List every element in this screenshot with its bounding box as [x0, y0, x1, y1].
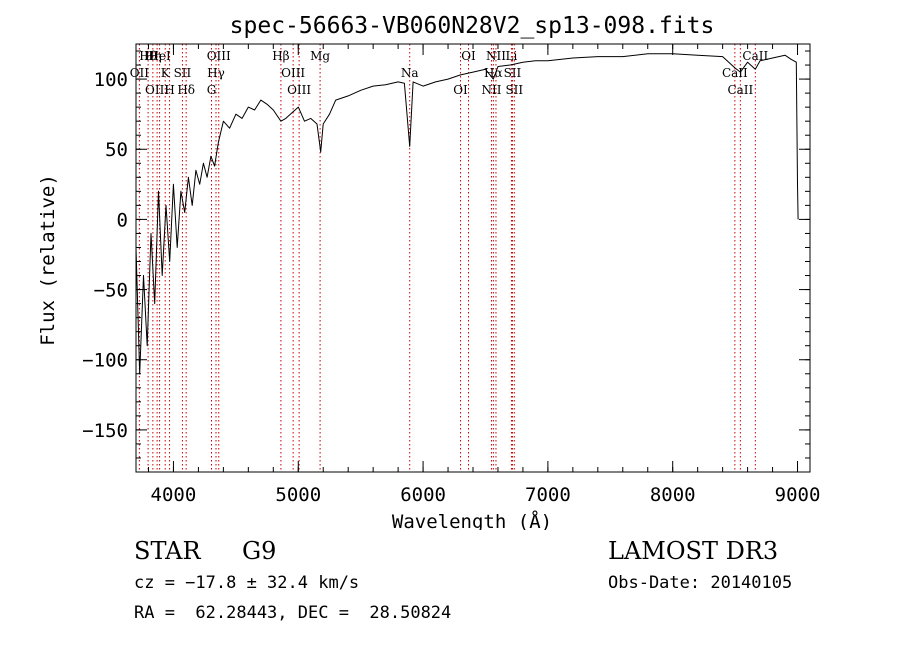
y-tick-label: −100 — [82, 350, 128, 372]
x-tick-label: 7000 — [525, 484, 571, 506]
line-label-3: Hη — [144, 49, 162, 63]
survey-name: LAMOST DR3 — [608, 537, 779, 565]
x-axis-label: Wavelength (Å) — [392, 510, 552, 530]
line-label-6: HeI — [148, 49, 171, 63]
line-label-12: Hβ — [272, 49, 289, 63]
line-label-24: Li — [506, 49, 518, 63]
line-label-23: SII — [505, 83, 523, 97]
chart-title: spec-56663-VB060N28V2_sp13-098.fits — [230, 13, 715, 39]
redshift-velocity: cz = −17.8 ± 32.4 km/s — [134, 573, 360, 593]
line-label-20: NII — [481, 83, 501, 97]
x-tick-label: 5000 — [275, 484, 321, 506]
spectrum-chart: spec-56663-VB060N28V2_sp13-098.fits Hθ OI… — [37, 13, 820, 530]
plot-frame — [135, 43, 811, 473]
line-label-26: CaII — [727, 83, 753, 97]
emission-line-labels: HθOIIOIIIHηKHHeISIIHδOIIIHγGHβOIIIOIIIMg… — [130, 49, 769, 97]
line-label-7: SII — [174, 66, 192, 80]
line-label-10: Hγ — [207, 66, 225, 80]
line-label-25: CaII — [722, 66, 748, 80]
x-tick-label: 6000 — [400, 484, 446, 506]
x-tick-label: 9000 — [775, 484, 821, 506]
sky-coordinates: RA = 62.28443, DEC = 28.50824 — [134, 603, 452, 623]
y-tick-label: 0 — [117, 209, 128, 231]
line-label-18: OI — [461, 49, 476, 63]
line-label-0: Hθ — [139, 49, 157, 63]
line-label-2: OIII — [145, 83, 169, 97]
line-label-1: OII — [130, 66, 150, 80]
y-axis-label: Flux (relative) — [37, 174, 59, 346]
line-label-9: OIII — [207, 49, 231, 63]
axis-ticks — [136, 44, 810, 473]
line-label-11: G — [207, 83, 217, 97]
line-label-27: CaII — [742, 49, 768, 63]
line-label-22: SII — [504, 66, 522, 80]
line-label-13: OIII — [281, 66, 305, 80]
emission-line-markers — [138, 44, 756, 472]
x-tick-label: 8000 — [650, 484, 696, 506]
line-label-8: Hδ — [177, 83, 195, 97]
line-label-16: Na — [401, 66, 419, 80]
y-tick-label: 50 — [105, 139, 128, 161]
line-label-14: OIII — [287, 83, 311, 97]
x-tick-label: 4000 — [151, 484, 197, 506]
line-label-15: Mg — [310, 49, 330, 63]
y-tick-label: −150 — [82, 420, 128, 442]
spectrum-series-line — [135, 53, 799, 375]
line-label-17: OI — [453, 83, 468, 97]
line-label-19: Hα — [484, 66, 503, 80]
object-class: STAR — [134, 537, 201, 565]
observation-date: Obs-Date: 20140105 — [608, 573, 793, 593]
line-label-21: NII — [486, 49, 506, 63]
y-tick-label: −50 — [94, 280, 128, 302]
y-tick-label: 100 — [94, 69, 128, 91]
object-subclass: G9 — [242, 537, 277, 565]
line-label-5: H — [164, 83, 174, 97]
axis-tick-labels: 4000 5000 6000 7000 8000 9000 −150 −100 −50 0 50 10… — [82, 69, 820, 506]
line-label-4: K — [161, 66, 171, 80]
